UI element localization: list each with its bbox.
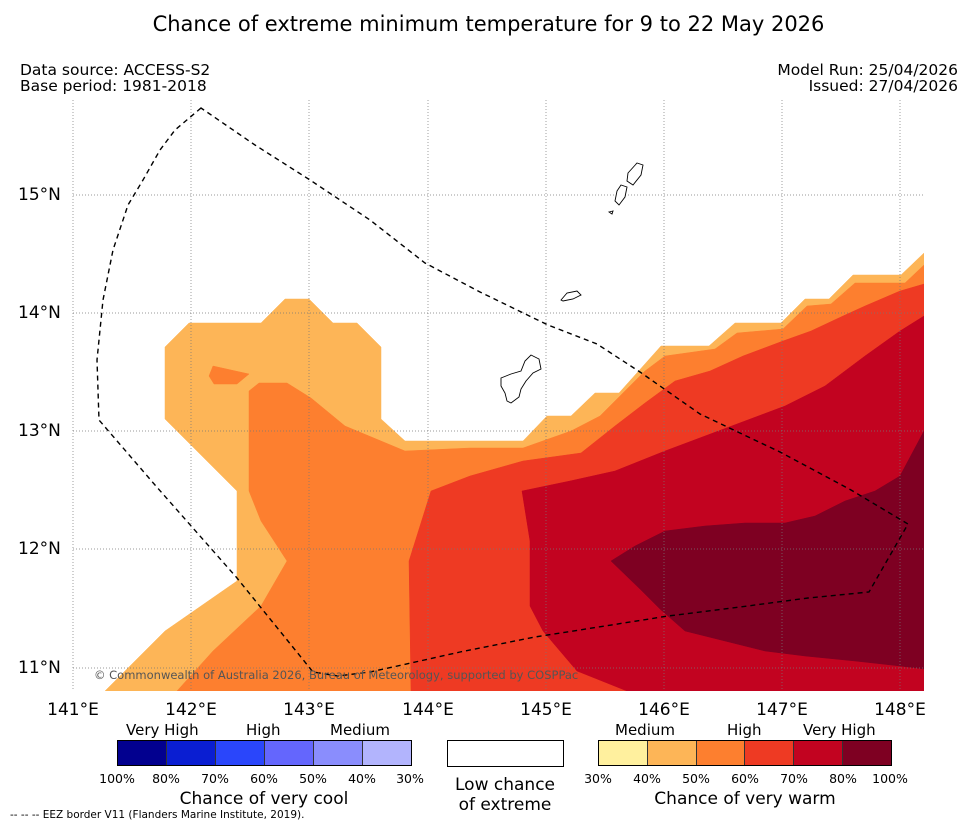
map-title: Chance of extreme minimum temperature fo… — [152, 12, 825, 36]
lat-tick-14: 14°N — [18, 303, 61, 323]
warm-category-medium: Medium — [615, 721, 675, 739]
lon-tick-146: 146°E — [638, 700, 690, 720]
guam-island — [500, 354, 542, 404]
cool-pct-50: 50% — [299, 771, 327, 786]
warm-colorbar — [598, 740, 892, 766]
lon-tick-147: 147°E — [756, 700, 808, 720]
probability-bands — [104, 252, 924, 691]
warm-swatch-30-40 — [599, 741, 648, 765]
low-chance-line1: Low chance — [455, 775, 555, 795]
warm-pct-70: 70% — [780, 771, 808, 786]
warm-category-high: High — [727, 721, 762, 739]
issued-date: Issued: 27/04/2026 — [808, 77, 958, 95]
warm-swatch-80-100 — [843, 741, 891, 765]
lat-tick-15: 15°N — [18, 185, 61, 205]
low-chance-line2: of extreme — [458, 795, 552, 815]
warm-pct-100: 100% — [872, 771, 908, 786]
coastlines — [500, 162, 644, 404]
cool-swatch-80-70 — [167, 741, 216, 765]
warm-swatch-40-50 — [647, 741, 697, 765]
cool-pct-60: 60% — [250, 771, 278, 786]
lon-tick-145: 145°E — [520, 700, 572, 720]
copyright-notice: © Commonwealth of Australia 2026, Bureau… — [94, 668, 579, 682]
rota-island — [560, 290, 582, 302]
warm-swatch-70-80 — [794, 741, 844, 765]
warm-swatch-60-70 — [745, 741, 795, 765]
saipan-island — [626, 162, 644, 186]
warm-legend-title: Chance of very warm — [654, 789, 836, 809]
lon-tick-143: 143°E — [283, 700, 335, 720]
band-80-100 — [610, 430, 924, 670]
data-info-right: Model Run: 25/04/2026 Issued: 27/04/2026 — [777, 62, 958, 94]
warm-pct-30: 30% — [584, 771, 612, 786]
eez-footnote: -- -- -- EEZ border V11 (Flanders Marine… — [10, 809, 305, 821]
lat-tick-12: 12°N — [18, 539, 61, 559]
lon-tick-142: 142°E — [165, 700, 217, 720]
cool-swatch-70-60 — [216, 741, 265, 765]
cool-swatch-50-40 — [314, 741, 363, 765]
lon-tick-141: 141°E — [47, 700, 99, 720]
forecast-map — [72, 100, 924, 691]
cool-colorbar — [117, 740, 412, 766]
graticule — [72, 100, 924, 691]
lon-tick-148: 148°E — [874, 700, 926, 720]
cool-swatch-60-50 — [265, 741, 314, 765]
low-chance-swatch — [447, 740, 564, 767]
cool-category-high: High — [246, 721, 281, 739]
cool-category-very-high: Very High — [126, 721, 199, 739]
warm-swatch-50-60 — [696, 741, 746, 765]
lat-tick-11: 11°N — [18, 658, 61, 678]
model-run: Model Run: 25/04/2026 — [777, 61, 958, 79]
cool-category-medium: Medium — [330, 721, 390, 739]
cool-pct-40: 40% — [348, 771, 376, 786]
warm-pct-40: 40% — [633, 771, 661, 786]
cool-legend-title: Chance of very cool — [179, 789, 349, 809]
data-source: Data source: ACCESS-S2 — [20, 61, 211, 79]
low-chance-label: Low chance of extreme — [455, 775, 555, 815]
cool-pct-30: 30% — [396, 771, 424, 786]
warm-pct-80: 80% — [829, 771, 857, 786]
base-period: Base period: 1981-2018 — [20, 77, 207, 95]
tinian-island — [614, 184, 628, 206]
cool-pct-80: 80% — [152, 771, 180, 786]
cool-swatch-100-80 — [118, 741, 167, 765]
cool-swatch-40-30 — [363, 741, 411, 765]
aguijan-island — [607, 210, 614, 215]
band-50-60-island — [208, 365, 250, 385]
cool-pct-100: 100% — [99, 771, 135, 786]
lon-tick-144: 144°E — [402, 700, 454, 720]
lat-tick-13: 13°N — [18, 421, 61, 441]
warm-pct-50: 50% — [682, 771, 710, 786]
warm-category-very-high: Very High — [803, 721, 876, 739]
data-info-left: Data source: ACCESS-S2 Base period: 1981… — [20, 62, 210, 94]
cool-pct-70: 70% — [201, 771, 229, 786]
warm-pct-60: 60% — [731, 771, 759, 786]
